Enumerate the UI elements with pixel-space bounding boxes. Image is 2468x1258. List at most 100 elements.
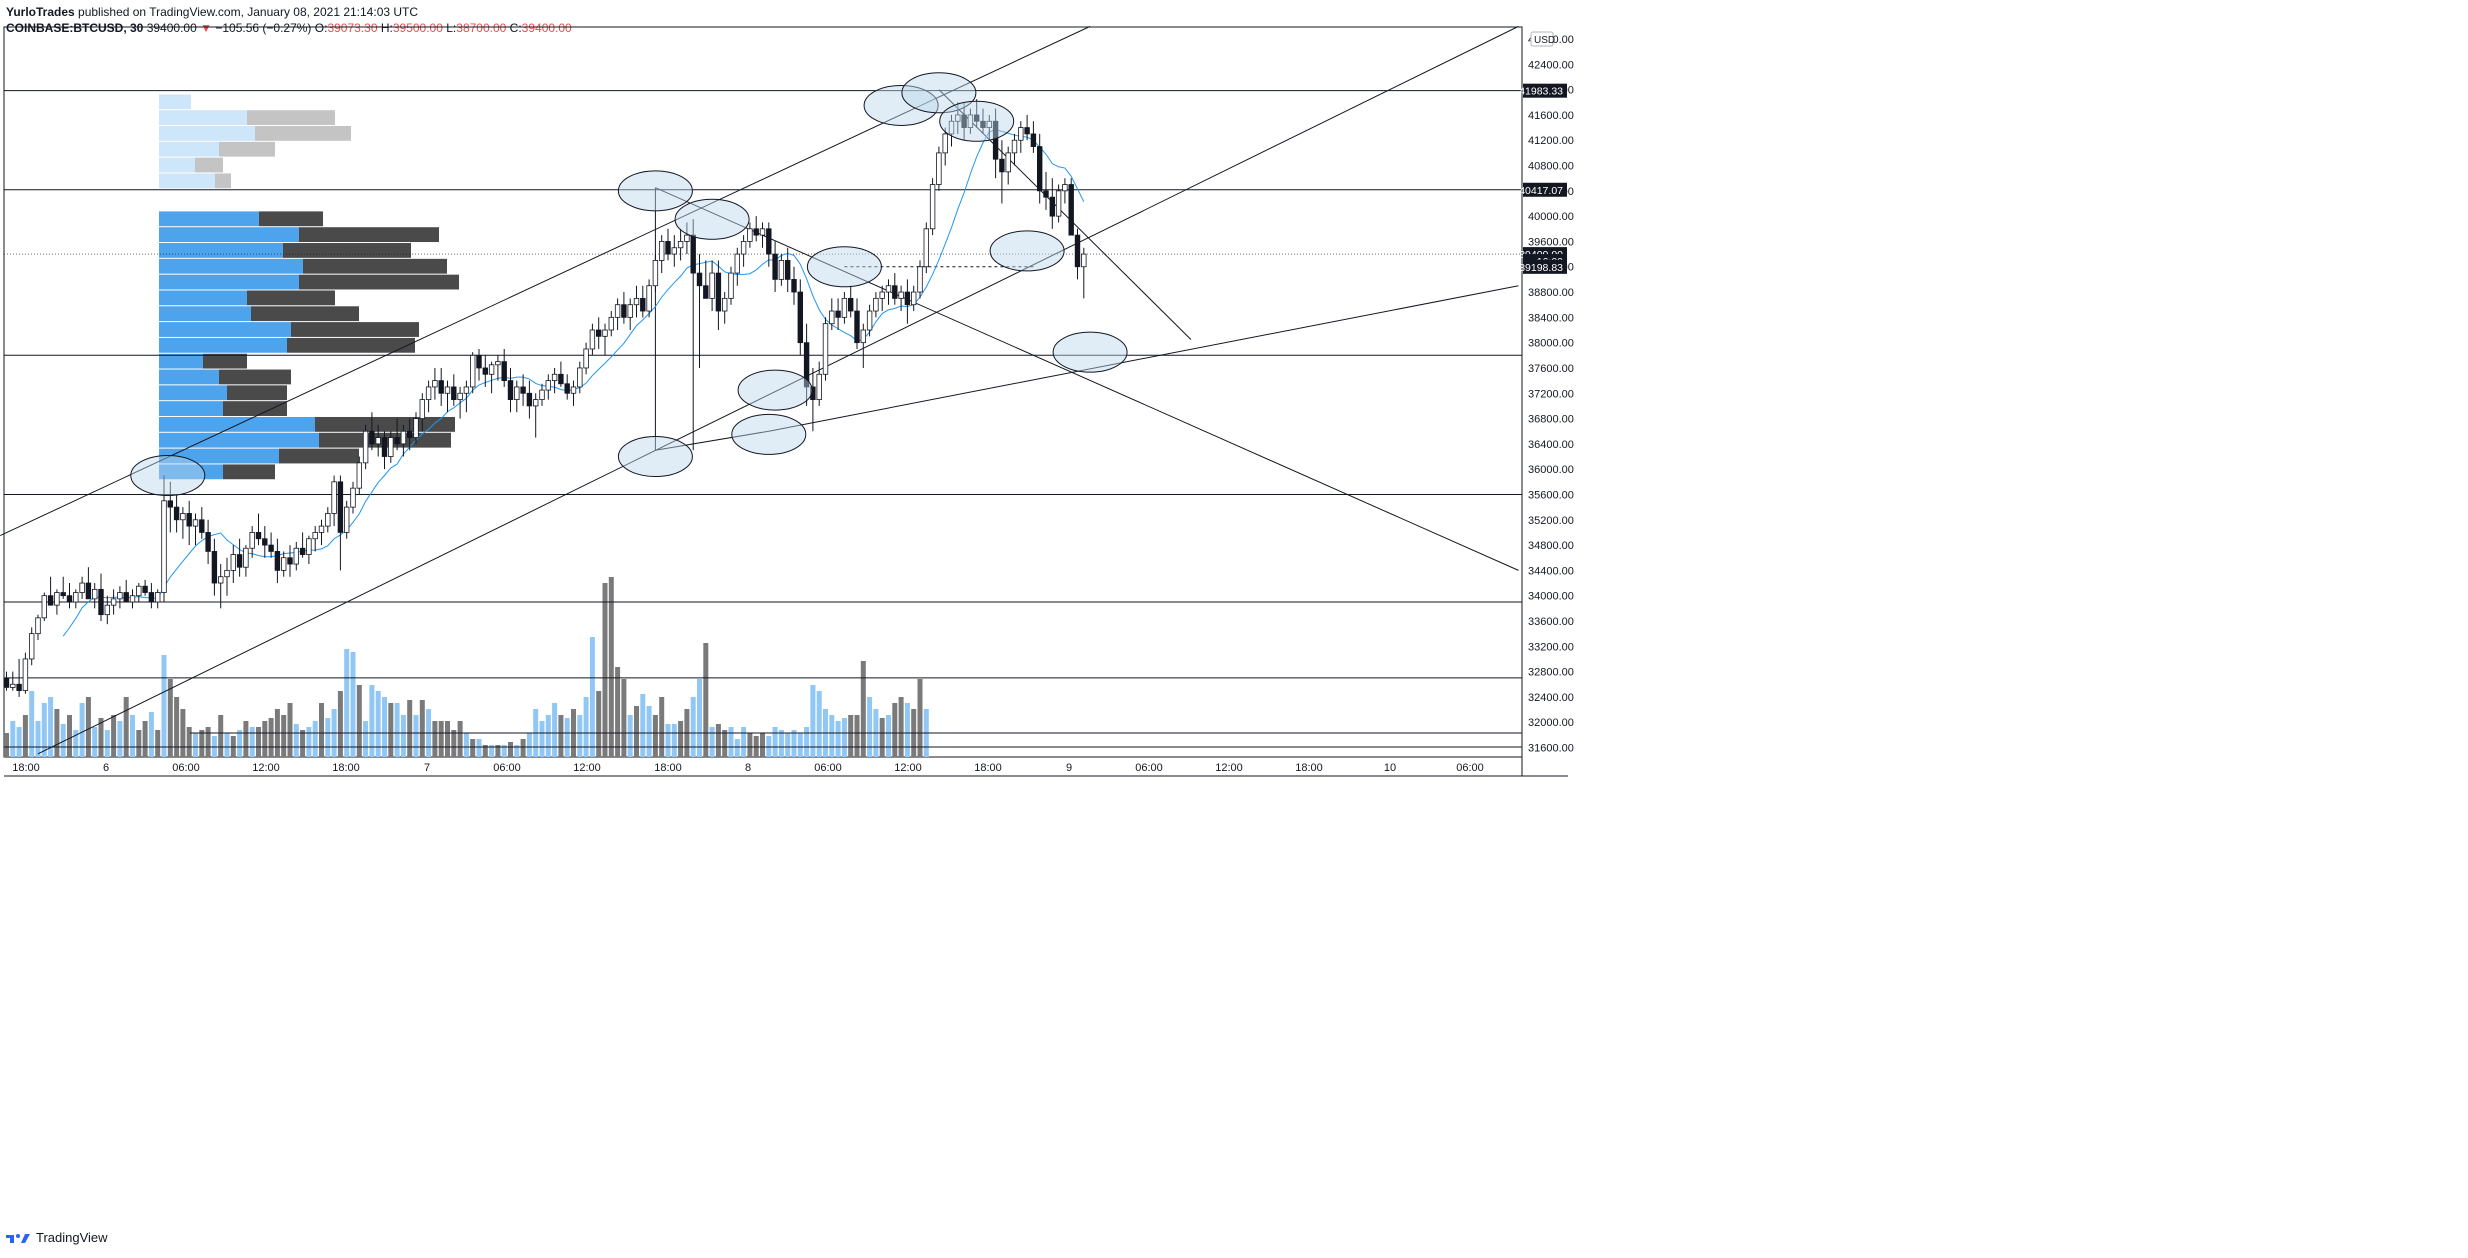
footer: TradingView: [4, 1230, 108, 1245]
candle-body-up: [92, 588, 98, 600]
volume-bar: [917, 679, 923, 757]
candle-body-up: [224, 569, 230, 578]
candle-body-up: [362, 430, 369, 464]
volume-profile-down-bar: [247, 290, 335, 306]
volume-bar: [665, 724, 671, 757]
candle-body-up: [816, 373, 822, 400]
volume-profile: [159, 94, 459, 480]
author-name[interactable]: YurloTrades: [6, 5, 75, 19]
trend-line: [655, 430, 769, 451]
highlight-ellipse: [901, 72, 977, 114]
candle-body-up: [759, 228, 766, 236]
candle-body-up: [1011, 139, 1018, 154]
candle-body-down: [3, 677, 10, 688]
candle-body-up: [325, 513, 331, 527]
volume-bar: [760, 733, 765, 757]
volume-bar: [627, 715, 633, 757]
volume-bar: [445, 721, 450, 757]
volume-bar: [602, 583, 608, 757]
candle-body-down: [142, 585, 148, 593]
candle-body-down: [394, 437, 400, 445]
volume-bar: [886, 715, 891, 757]
price-tick-label: 34400.00: [1528, 565, 1574, 577]
candle-body-up: [923, 228, 929, 268]
volume-profile-up-bar: [159, 110, 247, 125]
candle-body-up: [885, 285, 892, 293]
candle-body-down: [60, 592, 66, 597]
price-axis-tag-label: 40417.07: [1519, 185, 1563, 197]
open-value: 39073.30: [327, 21, 378, 35]
volume-bar: [652, 715, 658, 757]
volume-bar: [583, 697, 589, 757]
candle-body-up: [180, 513, 186, 521]
volume-profile-down-bar: [195, 157, 223, 173]
candle-body-up: [728, 272, 734, 299]
candle-body-down: [904, 291, 911, 306]
volume-profile-up-bar: [159, 353, 203, 369]
volume-bar: [835, 721, 841, 757]
candle-body-up: [822, 323, 829, 375]
volume-bar: [237, 730, 243, 757]
candles: [3, 99, 1087, 697]
candle-body-up: [646, 285, 652, 312]
candle-body-up: [514, 386, 520, 400]
candle-body-down: [1049, 196, 1055, 217]
volume-bar: [312, 721, 318, 757]
volume-profile-up-bar: [159, 243, 283, 258]
price-tick-label: 34800.00: [1528, 540, 1574, 552]
candle-body-down: [482, 367, 488, 375]
candle-body-up: [343, 506, 350, 533]
volume-profile-down-bar: [219, 369, 291, 385]
candle-body-up: [570, 386, 577, 394]
candle-body-down: [1043, 190, 1049, 198]
volume-bar: [319, 703, 324, 757]
candle-body-up: [955, 114, 961, 122]
chart-header: YurloTrades published on TradingView.com…: [6, 4, 572, 36]
volume-bar: [218, 715, 224, 757]
candle-body-down: [974, 114, 980, 122]
volume-bar: [249, 727, 255, 757]
highlight-ellipse: [737, 369, 813, 411]
volume-bar: [495, 745, 501, 757]
candle-body-up: [444, 386, 451, 394]
candle-body-down: [753, 228, 759, 236]
candle-body-down: [564, 383, 570, 394]
candle-body-up: [709, 272, 715, 299]
volume-bar: [79, 703, 85, 757]
candle-body-down: [199, 519, 205, 533]
time-tick-label: 18:00: [974, 762, 1002, 774]
volume-bar: [29, 691, 35, 757]
volume-bar: [4, 733, 9, 757]
time-tick-label: 06:00: [1135, 762, 1163, 774]
candle-body-up: [28, 633, 35, 660]
candle-body-down: [665, 241, 671, 255]
trend-line: [655, 187, 1519, 571]
price-tick-label: 41600.00: [1528, 110, 1574, 122]
tradingview-logo-icon: [6, 1233, 30, 1243]
candle-body-down: [690, 234, 696, 274]
candle-body-down: [596, 329, 602, 337]
volume-profile-down-bar: [291, 322, 419, 337]
candle-body-up: [589, 329, 596, 350]
candle-body-down: [85, 582, 92, 600]
price-tick-label: 35600.00: [1528, 489, 1574, 501]
volume-bar: [778, 730, 784, 757]
time-tick-label: 7: [424, 762, 430, 774]
candle-body-up: [419, 399, 425, 419]
price-tick-label: 37200.00: [1528, 388, 1574, 400]
volume-bar: [785, 733, 791, 757]
candle-body-down: [980, 120, 986, 128]
volume-bar: [804, 727, 810, 757]
price-tick-label: 36800.00: [1528, 414, 1574, 426]
price-tick-label: 41200.00: [1528, 135, 1574, 147]
candle-body-up: [41, 595, 47, 619]
volume-bar: [577, 715, 583, 757]
volume-bar: [174, 697, 180, 757]
footer-brand[interactable]: TradingView: [36, 1230, 108, 1245]
candle-body-up: [1005, 152, 1011, 173]
candle-body-up: [10, 683, 16, 688]
volume-bar: [438, 721, 444, 757]
candle-body-up: [929, 184, 936, 230]
candle-body-up: [312, 532, 318, 540]
